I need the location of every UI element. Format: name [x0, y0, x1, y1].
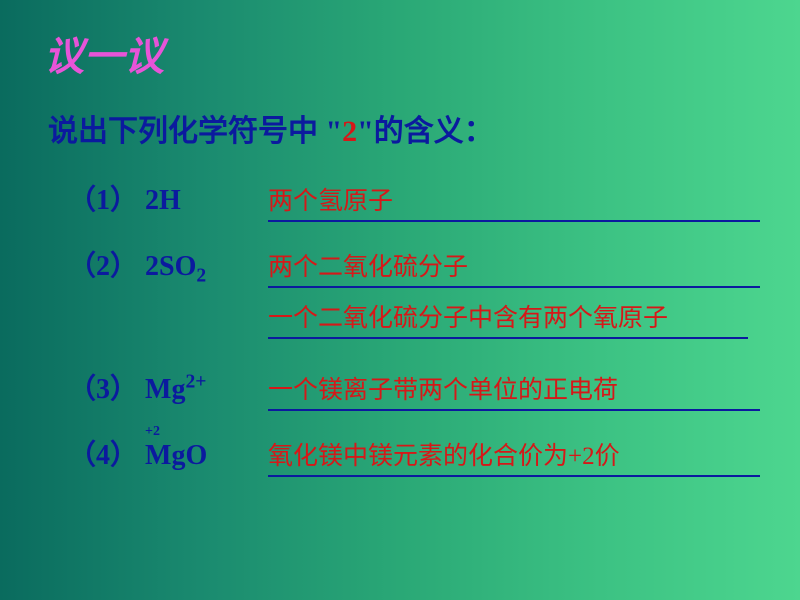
chemical-formula: Mg2+	[145, 374, 206, 405]
prompt-line: 说出下列化学符号中 "2"的含义：	[48, 106, 760, 150]
slide: 议一议 说出下列化学符号中 "2"的含义： （1） 2H 两个氢原子 （2） 2…	[0, 0, 800, 600]
answer-text: 两个二氧化硫分子	[268, 247, 760, 288]
prompt-number: 2	[342, 115, 357, 148]
item-number: （4）	[68, 440, 138, 471]
item-row: （4） +2MgO 氧化镁中镁元素的化合价为+2价	[68, 433, 760, 477]
item-row: （1） 2H 两个氢原子	[68, 178, 760, 222]
item-number: （1）	[68, 185, 138, 216]
slide-title: 议一议	[44, 24, 760, 82]
answer-text: 一个二氧化硫分子中含有两个氧原子	[268, 298, 748, 339]
chemical-formula: 2H	[145, 185, 181, 216]
item-label: （1） 2H	[68, 178, 268, 218]
item-number: （3）	[68, 374, 138, 405]
answer-text: 氧化镁中镁元素的化合价为+2价	[268, 436, 760, 477]
prompt-post: "的含义：	[357, 115, 494, 148]
item-label: （3） Mg2+	[68, 367, 268, 407]
item-number: （2）	[68, 251, 138, 282]
item-label: （4） +2MgO	[68, 433, 268, 473]
item-label: （2） 2SO2	[68, 244, 268, 288]
chemical-formula: +2MgO	[145, 440, 207, 471]
prompt-pre: 说出下列化学符号中 "	[48, 115, 342, 148]
item-row: （3） Mg2+ 一个镁离子带两个单位的正电荷	[68, 367, 760, 411]
answer-text: 一个镁离子带两个单位的正电荷	[268, 370, 760, 411]
answer-text: 两个氢原子	[268, 181, 760, 222]
item-row-extra: 一个二氧化硫分子中含有两个氧原子	[268, 298, 760, 339]
item-row: （2） 2SO2 两个二氧化硫分子	[68, 244, 760, 288]
chemical-formula: 2SO2	[145, 251, 206, 282]
